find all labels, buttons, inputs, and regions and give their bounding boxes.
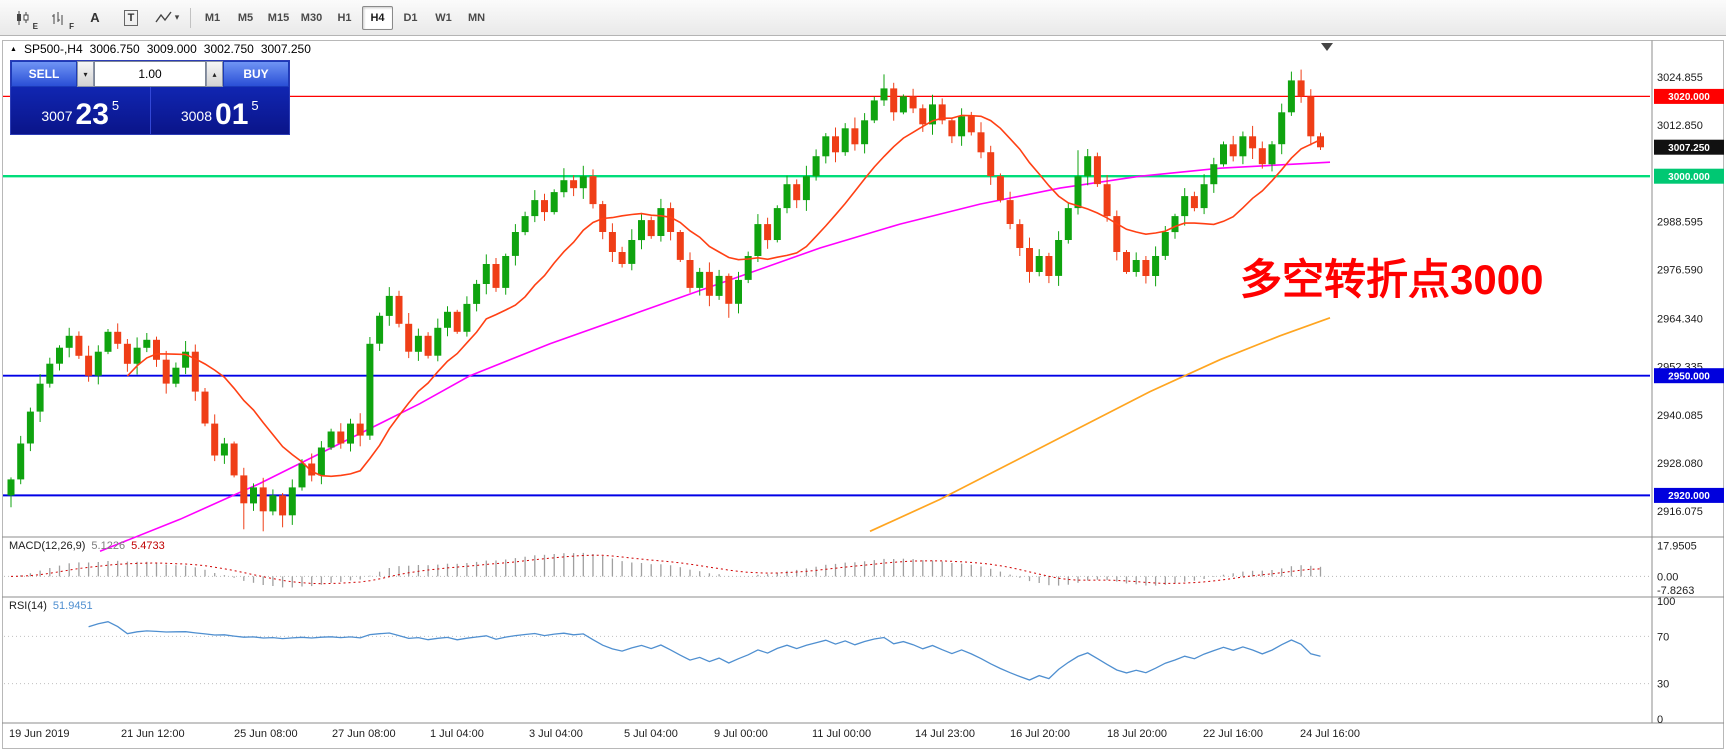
- svg-text:24 Jul 16:00: 24 Jul 16:00: [1300, 728, 1360, 740]
- drawing-tool-icon[interactable]: ▾: [150, 5, 184, 31]
- svg-text:5 Jul 04:00: 5 Jul 04:00: [624, 728, 678, 740]
- ohlc-close: 3007.250: [260, 42, 311, 56]
- ohlc-low: 3002.750: [203, 42, 254, 56]
- svg-text:27 Jun 08:00: 27 Jun 08:00: [332, 728, 396, 740]
- svg-text:2964.340: 2964.340: [1657, 314, 1703, 326]
- macd-value-main: 5.1226: [91, 540, 126, 552]
- timeframe-button-M30[interactable]: M30: [300, 11, 323, 24]
- buy-price-sup: 5: [251, 98, 259, 113]
- ma-mid-line: [99, 161, 1331, 552]
- sell-price-main: 3007: [41, 108, 73, 124]
- svg-text:14 Jul 23:00: 14 Jul 23:00: [915, 728, 975, 740]
- price-axis[interactable]: 3024.855 3012.850 2988.595 2976.590 2964.340…: [1654, 72, 1724, 726]
- svg-text:3024.855: 3024.855: [1657, 72, 1703, 84]
- volume-dropdown-button[interactable]: ▾: [77, 61, 94, 87]
- candlestick-tool-icon[interactable]: E: [6, 5, 40, 31]
- trade-prices-row: 3007 23 5 3008 01 5: [11, 87, 289, 134]
- chart-shift-marker-icon[interactable]: [1321, 43, 1333, 51]
- price-divider: [149, 87, 151, 134]
- toolbar: E F A T ▾ M1 M5 M15 M30 H1 H4 D1 W1 MN: [0, 0, 1726, 36]
- one-click-trading-panel: SELL ▾ ▴ BUY 3007 23 5 3008 01 5: [10, 60, 290, 135]
- svg-text:2988.595: 2988.595: [1657, 217, 1703, 229]
- sell-price-display[interactable]: 3007 23 5: [11, 87, 150, 134]
- timeframe-button-M5[interactable]: M5: [237, 11, 254, 24]
- rsi-name: RSI(14): [9, 600, 47, 612]
- volume-increase-button[interactable]: ▴: [206, 61, 223, 87]
- timeframe-button-D1[interactable]: D1: [403, 11, 418, 24]
- macd-pane: [4, 552, 1650, 588]
- text-tool-icon[interactable]: T: [114, 5, 148, 31]
- svg-text:17.9505: 17.9505: [1657, 541, 1697, 553]
- rsi-pane: [4, 621, 1650, 685]
- ohlc-open: 3006.750: [89, 42, 140, 56]
- timeframe-group: M1 M5 M15 M30 H1 H4 D1 W1 MN: [197, 5, 492, 30]
- svg-text:2976.590: 2976.590: [1657, 265, 1703, 277]
- svg-text:2950.000: 2950.000: [1668, 372, 1710, 383]
- time-axis[interactable]: 19 Jun 2019 21 Jun 12:00 25 Jun 08:00 27 Ju…: [9, 728, 1360, 740]
- svg-text:30: 30: [1657, 679, 1669, 691]
- svg-text:2928.080: 2928.080: [1657, 458, 1703, 470]
- timeframe-button-M1[interactable]: M1: [204, 11, 221, 24]
- svg-text:70: 70: [1657, 631, 1669, 643]
- svg-text:19 Jun 2019: 19 Jun 2019: [9, 728, 70, 740]
- timeframe-button-W1[interactable]: W1: [435, 11, 452, 24]
- macd-value-signal: 5.4733: [131, 540, 165, 552]
- svg-text:100: 100: [1657, 596, 1675, 608]
- buy-price-big: 01: [215, 97, 249, 131]
- svg-text:16 Jul 20:00: 16 Jul 20:00: [1010, 728, 1070, 740]
- macd-indicator-label: MACD(12,26,9) 5.1226 5.4733: [9, 540, 165, 552]
- bar-chart-tool-icon[interactable]: F: [52, 11, 74, 31]
- svg-text:0.00: 0.00: [1657, 571, 1678, 583]
- volume-input[interactable]: [94, 61, 206, 87]
- symbol-name: SP500-,H4: [23, 42, 83, 56]
- svg-text:3012.850: 3012.850: [1657, 120, 1703, 132]
- arrow-tool-icon[interactable]: A: [90, 10, 100, 25]
- svg-text:18 Jul 20:00: 18 Jul 20:00: [1107, 728, 1167, 740]
- timeframe-button-H4[interactable]: H4: [362, 5, 393, 30]
- svg-text:3000.000: 3000.000: [1668, 172, 1710, 183]
- buy-price-main: 3008: [180, 108, 213, 124]
- buy-button[interactable]: BUY: [223, 61, 289, 87]
- ohlc-high: 3009.000: [146, 42, 197, 56]
- buy-price-display[interactable]: 3008 01 5: [151, 87, 290, 134]
- svg-text:3020.000: 3020.000: [1668, 92, 1710, 103]
- tool-icon-group: E F A T ▾: [6, 5, 184, 31]
- rsi-indicator-label: RSI(14) 51.9451: [9, 600, 93, 612]
- svg-text:21 Jun 12:00: 21 Jun 12:00: [121, 728, 185, 740]
- ma-slow-line: [869, 317, 1331, 533]
- sell-price-sup: 5: [111, 98, 120, 113]
- candles-layer: [7, 69, 1324, 532]
- svg-text:1 Jul 04:00: 1 Jul 04:00: [430, 728, 484, 740]
- chart-frame: [2, 40, 1724, 749]
- chart-header: ▲ SP500-,H4 3006.750 3009.000 3002.750 3…: [10, 42, 311, 56]
- timeframe-button-H1[interactable]: H1: [337, 11, 352, 24]
- timeframe-button-MN[interactable]: MN: [467, 11, 486, 24]
- toolbar-separator: [190, 7, 191, 28]
- macd-name: MACD(12,26,9): [9, 540, 86, 552]
- svg-text:3 Jul 04:00: 3 Jul 04:00: [529, 728, 583, 740]
- sell-button[interactable]: SELL: [11, 61, 77, 87]
- svg-text:2940.085: 2940.085: [1657, 410, 1703, 422]
- svg-text:3007.250: 3007.250: [1668, 143, 1710, 154]
- svg-text:25 Jun 08:00: 25 Jun 08:00: [234, 728, 298, 740]
- svg-text:-7.8263: -7.8263: [1657, 585, 1694, 597]
- chart-annotation-text: 多空转折点3000: [1240, 256, 1544, 303]
- svg-text:11 Jul 00:00: 11 Jul 00:00: [812, 728, 871, 740]
- rsi-value: 51.9451: [52, 600, 93, 612]
- expander-icon[interactable]: ▲: [10, 46, 17, 53]
- svg-text:22 Jul 16:00: 22 Jul 16:00: [1203, 728, 1263, 740]
- ma-fast-line: [126, 114, 1321, 478]
- svg-text:2916.075: 2916.075: [1657, 506, 1703, 518]
- svg-text:9 Jul 00:00: 9 Jul 00:00: [714, 728, 768, 740]
- trade-controls-row: SELL ▾ ▴ BUY: [11, 61, 289, 87]
- svg-text:0: 0: [1657, 714, 1663, 726]
- timeframe-button-M15[interactable]: M15: [267, 11, 290, 24]
- svg-text:2920.000: 2920.000: [1668, 491, 1710, 502]
- sell-price-big: 23: [75, 97, 109, 131]
